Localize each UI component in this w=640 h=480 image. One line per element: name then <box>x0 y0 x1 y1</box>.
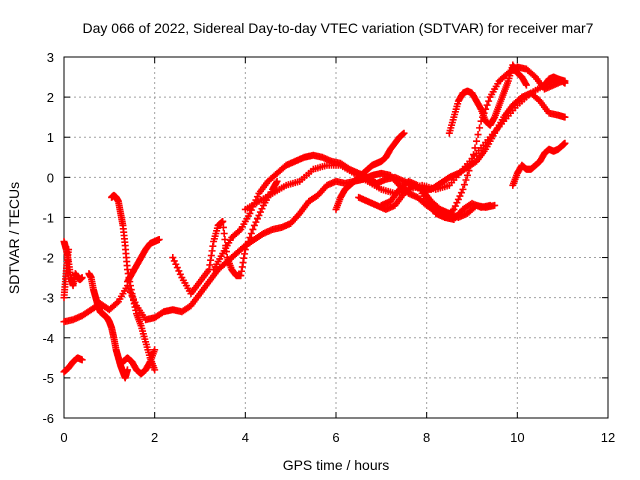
x-axis-label: GPS time / hours <box>283 457 390 473</box>
data-point <box>246 234 254 241</box>
x-tick-label: 2 <box>151 430 158 445</box>
y-tick-label: 0 <box>47 170 54 185</box>
x-axis: 0 2 4 6 8 10 12 <box>60 57 615 445</box>
series-track-9 <box>169 217 227 298</box>
data-point <box>173 264 181 272</box>
y-axis: -6 -5 -4 -3 -2 -1 0 1 2 3 <box>42 50 608 426</box>
series-track-7 <box>119 346 159 378</box>
data-point <box>247 229 255 237</box>
data-point <box>65 246 73 254</box>
series-track-17 <box>477 61 530 129</box>
data-point <box>456 192 464 200</box>
data-point <box>460 181 468 189</box>
data-point <box>246 209 254 217</box>
data-point <box>465 167 473 175</box>
series-track-4 <box>60 354 86 376</box>
data-point <box>485 97 493 105</box>
data-point <box>463 171 471 179</box>
chart-title: Day 066 of 2022, Sidereal Day-to-day VTE… <box>83 20 594 36</box>
data-point <box>459 185 467 193</box>
data-point <box>243 242 251 250</box>
data-point <box>219 223 227 231</box>
data-point <box>155 236 163 244</box>
series-track-5 <box>85 270 131 382</box>
y-axis-label: SDTVAR / TECUs <box>6 182 22 294</box>
data-point <box>450 205 458 213</box>
data-point <box>474 131 482 139</box>
data-point <box>273 177 281 185</box>
data-point <box>219 217 227 225</box>
data-point <box>471 144 479 152</box>
data-point <box>175 267 183 275</box>
data-point <box>473 137 481 145</box>
series-track-19 <box>541 73 569 89</box>
data-point <box>476 124 484 132</box>
data-point <box>462 176 470 184</box>
data-point <box>151 346 159 354</box>
y-tick-label: 2 <box>47 90 54 105</box>
data-point <box>561 113 569 121</box>
data-point <box>468 157 476 165</box>
data-point <box>253 193 261 201</box>
data-point <box>453 199 461 207</box>
data-point <box>252 218 260 226</box>
data-point <box>522 81 530 89</box>
y-tick-label: -6 <box>42 411 54 426</box>
data-point <box>176 270 184 278</box>
data-point <box>466 162 474 170</box>
grid-lines <box>64 57 608 418</box>
data-point <box>470 151 478 159</box>
data-point <box>491 201 499 209</box>
series-track-8 <box>123 236 163 286</box>
x-tick-label: 6 <box>332 430 339 445</box>
series-track-16 <box>445 87 485 137</box>
y-tick-label: -5 <box>42 371 54 386</box>
data-point <box>170 257 178 265</box>
data-point <box>561 79 569 87</box>
data-point <box>113 299 121 307</box>
data-point <box>249 225 257 233</box>
data-point <box>258 205 266 213</box>
data-point <box>172 260 180 268</box>
series-track-2 <box>60 246 73 302</box>
y-tick-label: -1 <box>42 210 54 225</box>
data-point <box>151 366 159 374</box>
x-tick-label: 4 <box>242 430 249 445</box>
series-track-13 <box>332 129 408 213</box>
x-tick-label: 10 <box>510 430 524 445</box>
data-point <box>250 221 258 229</box>
data-point <box>244 238 252 246</box>
data-point <box>78 356 86 364</box>
data-points <box>60 61 569 382</box>
data-point <box>123 366 131 374</box>
data-point <box>454 195 462 203</box>
data-point <box>256 208 264 216</box>
data-point <box>255 211 263 219</box>
x-tick-label: 12 <box>601 430 615 445</box>
data-point <box>253 215 261 223</box>
y-tick-label: -3 <box>42 291 54 306</box>
y-tick-label: 1 <box>47 130 54 145</box>
data-point <box>451 202 459 210</box>
data-point <box>400 129 408 137</box>
y-tick-label: -2 <box>42 251 54 266</box>
data-point <box>78 274 86 282</box>
x-tick-label: 8 <box>423 430 430 445</box>
data-point <box>220 229 228 237</box>
data-point <box>169 254 177 262</box>
data-point <box>561 139 569 147</box>
data-point <box>235 227 243 235</box>
data-point <box>241 246 249 254</box>
data-point <box>448 207 456 215</box>
data-point <box>457 189 465 197</box>
y-tick-label: -4 <box>42 331 54 346</box>
series-track-18 <box>509 139 569 189</box>
series-track-6 <box>108 191 159 374</box>
x-tick-label: 0 <box>60 430 67 445</box>
data-point <box>483 101 491 109</box>
y-tick-label: 3 <box>47 50 54 65</box>
